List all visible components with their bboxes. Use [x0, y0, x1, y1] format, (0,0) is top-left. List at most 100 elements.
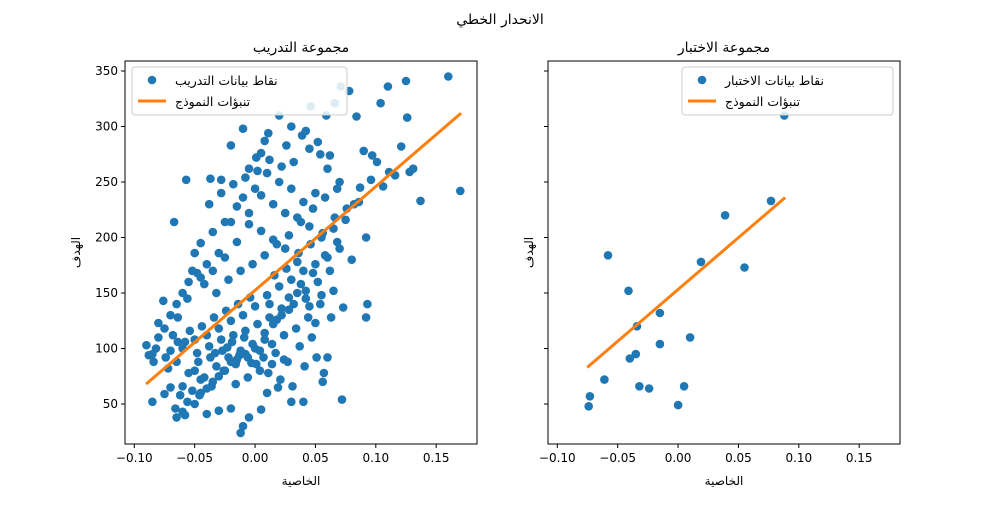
data-point: [301, 126, 311, 136]
x-tick-label: −0.05: [176, 451, 213, 465]
data-point: [301, 294, 311, 303]
data-point: [184, 368, 193, 378]
data-point: [154, 333, 163, 342]
x-tick-label: 0.15: [423, 451, 450, 465]
data-point: [291, 324, 301, 333]
data-point: [280, 208, 290, 218]
data-point: [212, 288, 221, 298]
data-point: [320, 193, 330, 202]
panel-test: −0.10 −0.05 0.00 0.05 0.10 0.15 مجموعة الاختبا…: [522, 40, 901, 488]
legend: نقاط بيانات التدريب تنبؤات النموذج: [131, 66, 348, 116]
data-point: [361, 313, 371, 322]
data-point: [308, 268, 318, 278]
data-point: [202, 409, 212, 419]
data-point: [301, 286, 311, 296]
data-point: [313, 277, 323, 287]
data-point: [209, 313, 219, 322]
data-point: [303, 313, 313, 322]
data-point: [631, 349, 641, 359]
data-point: [277, 304, 286, 313]
data-point: [214, 324, 224, 333]
data-point: [279, 330, 289, 340]
data-point: [166, 383, 175, 392]
data-point: [316, 299, 325, 309]
legend: نقاط بيانات الاختبار تنبؤات النموذج: [681, 66, 894, 116]
data-point: [235, 350, 244, 360]
data-point: [319, 368, 329, 378]
x-tick-label: −0.10: [539, 451, 576, 465]
data-point: [312, 353, 321, 362]
data-point: [264, 128, 273, 138]
y-tick-label: 150: [95, 286, 118, 300]
data-point: [267, 359, 277, 369]
data-point: [296, 217, 306, 227]
data-point: [272, 239, 282, 249]
data-point: [363, 299, 372, 309]
data-point: [295, 342, 305, 351]
data-point: [216, 175, 226, 185]
legend-point-marker: [697, 75, 707, 85]
data-point: [265, 299, 274, 309]
data-point: [244, 164, 254, 173]
data-point: [244, 219, 254, 229]
data-point: [250, 184, 260, 193]
figure-title: الانحدار الخطي: [456, 12, 544, 28]
panel-train: −0.10 −0.05 0.00 0.05 0.10 0.15 50 100 150 200 250…: [69, 40, 478, 488]
data-point: [262, 388, 272, 398]
data-point: [323, 164, 332, 173]
data-point: [644, 384, 654, 393]
data-point: [149, 357, 158, 367]
data-point: [204, 199, 214, 209]
data-point: [299, 266, 308, 276]
data-point: [259, 353, 268, 362]
data-point: [241, 326, 250, 336]
panel-title: مجموعة الاختبار: [677, 40, 770, 56]
legend-label-points: نقاط بيانات الاختبار: [724, 73, 824, 89]
panel-title: مجموعة التدريب: [253, 40, 349, 56]
data-point: [253, 319, 262, 329]
data-point: [231, 379, 240, 389]
data-point: [190, 248, 199, 258]
data-point: [274, 282, 284, 291]
data-point: [305, 144, 314, 153]
data-point: [696, 257, 706, 267]
data-point: [720, 211, 730, 220]
data-point: [166, 346, 175, 356]
data-point: [282, 141, 291, 150]
data-point: [260, 335, 270, 344]
x-tick-label: −0.05: [599, 451, 636, 465]
legend-box: [681, 66, 894, 116]
data-point: [311, 318, 320, 328]
data-point: [218, 346, 227, 356]
data-point: [361, 233, 371, 242]
data-point: [172, 299, 181, 309]
data-point: [376, 98, 385, 108]
data-point: [216, 188, 226, 198]
data-point: [196, 238, 205, 248]
data-point: [226, 316, 236, 326]
data-point: [262, 168, 272, 178]
data-point: [317, 290, 326, 300]
data-point: [444, 72, 453, 81]
data-point: [625, 354, 635, 363]
data-point: [766, 196, 776, 206]
data-point: [226, 404, 236, 413]
data-point: [347, 255, 357, 264]
data-point: [318, 377, 328, 387]
data-point: [200, 373, 209, 382]
data-point: [161, 353, 170, 362]
data-point: [226, 217, 236, 227]
data-point: [224, 275, 233, 285]
data-point: [408, 164, 418, 173]
data-point: [332, 237, 342, 247]
data-point: [323, 353, 332, 362]
data-point: [268, 199, 278, 209]
data-point: [600, 375, 609, 384]
data-point: [226, 141, 236, 150]
y-tick-label: 100: [95, 342, 118, 356]
data-point: [148, 349, 157, 359]
data-point: [335, 244, 344, 253]
data-point: [202, 259, 212, 269]
data-point: [272, 315, 282, 325]
